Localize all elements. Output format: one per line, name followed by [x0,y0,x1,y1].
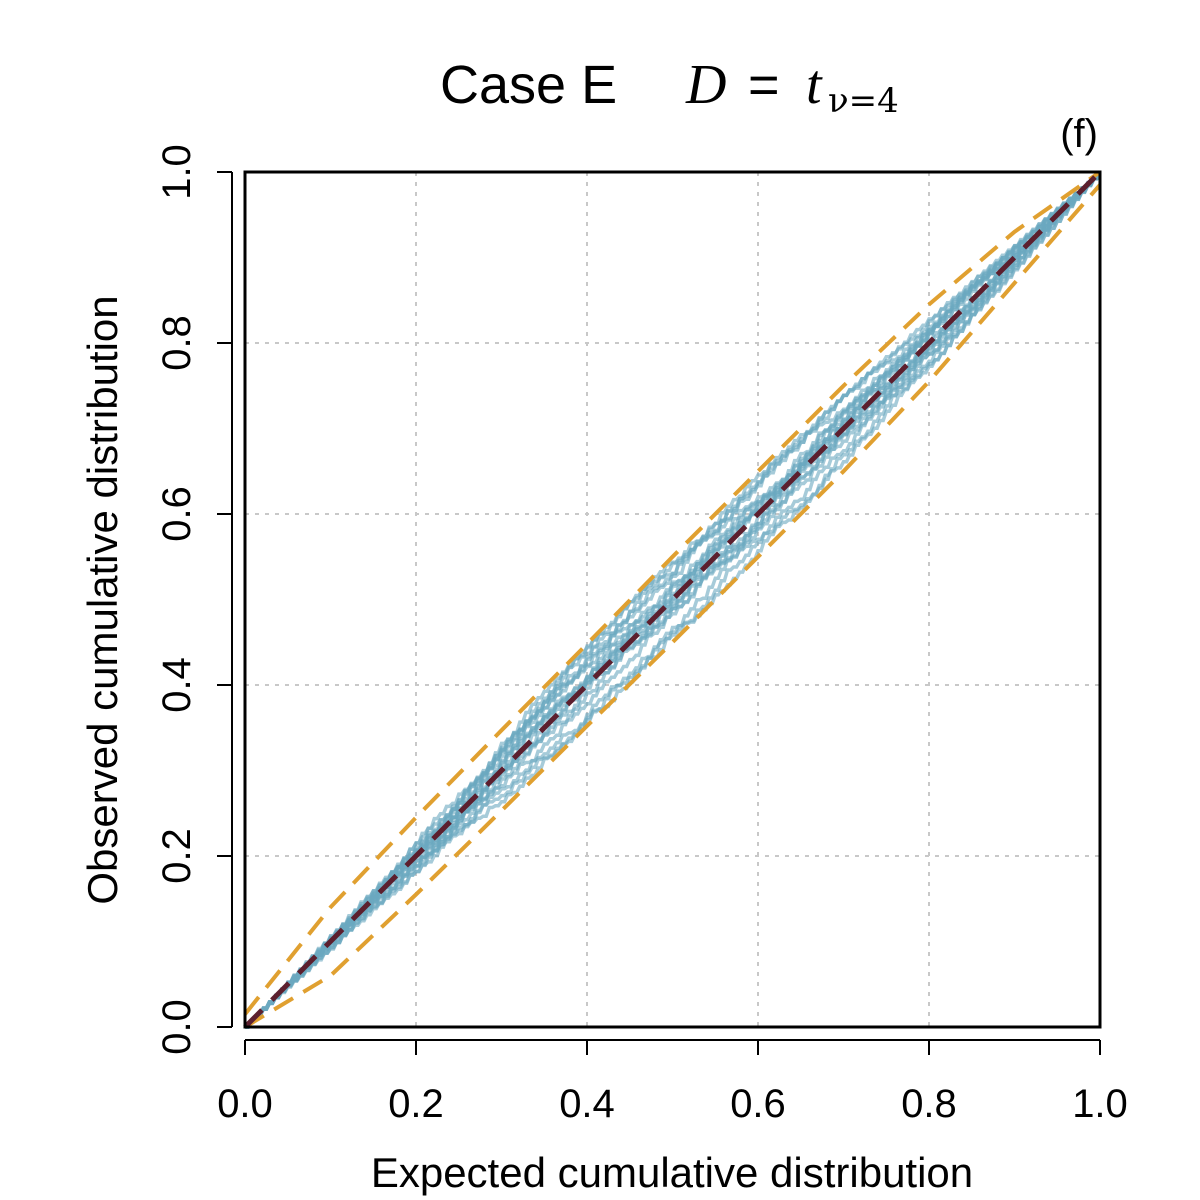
title-subscript: ν=4 [828,81,899,121]
x-tick-label: 0.0 [217,1082,273,1126]
y-tick-label: 0.6 [155,486,199,542]
chart-title: Case E D = t ν=4 [440,54,899,121]
x-tick-label: 0.2 [388,1082,444,1126]
x-tick-label: 0.6 [730,1082,786,1126]
identity-line-group [243,170,1102,1029]
y-tick-label: 0.0 [155,999,199,1055]
plot-frame [243,170,1102,1029]
envelope-lower-line [243,183,1102,1029]
confidence-envelope [243,170,1102,1029]
y-axis: 0.0 0.2 0.4 0.6 0.8 1.0 [155,144,233,1055]
y-tick-label: 0.2 [155,828,199,884]
y-tick-label: 0.4 [155,657,199,713]
title-distribution: t [806,54,823,116]
envelope-upper-line [243,170,1102,1016]
y-tick-label: 1.0 [155,144,199,200]
grid [245,172,1100,1027]
x-tick-label: 1.0 [1072,1082,1128,1126]
x-tick-label: 0.4 [559,1082,615,1126]
x-tick-label: 0.8 [901,1082,957,1126]
x-axis: 0.0 0.2 0.4 0.6 0.8 1.0 [217,1039,1128,1126]
panel-label: (f) [1060,112,1098,156]
title-equals: = [748,55,780,115]
x-axis-label: Expected cumulative distribution [371,1149,973,1196]
identity-line [243,170,1102,1029]
title-case: Case E [440,55,617,115]
y-axis-label: Observed cumulative distribution [79,295,126,904]
y-tick-label: 0.8 [155,315,199,371]
title-variable: D [685,54,726,116]
